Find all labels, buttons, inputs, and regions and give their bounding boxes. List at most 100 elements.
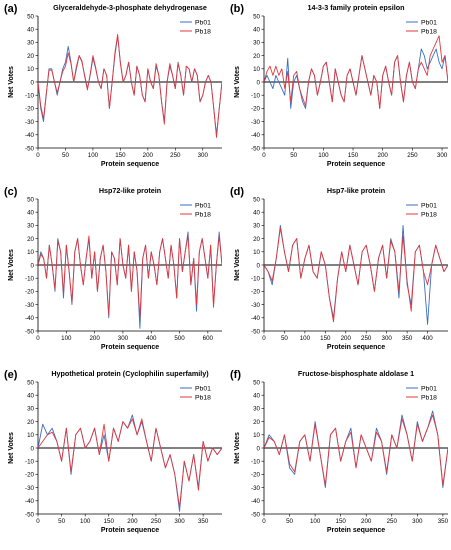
chart-panel-4: (d) Hsp7-like protein -50 -40 -30 -20 -10 0 10 20… bbox=[230, 186, 448, 351]
x-tick-label: 50 bbox=[290, 152, 297, 159]
chart-panel-5: (e) Hypothetical protein (Cyclophilin sup… bbox=[4, 369, 222, 534]
chart-title: Hsp72-like protein bbox=[99, 186, 161, 195]
series-line-pb18 bbox=[38, 418, 222, 508]
y-tick-label: 40 bbox=[253, 393, 260, 400]
panel-letter: (c) bbox=[4, 186, 18, 198]
y-tick-label: 20 bbox=[27, 236, 34, 243]
x-tick-label: 200 bbox=[341, 335, 352, 342]
y-tick-label: 40 bbox=[27, 27, 34, 34]
chart-title: Hypothetical protein (Cyclophilin superf… bbox=[51, 369, 209, 378]
x-tick-label: 300 bbox=[437, 152, 448, 159]
y-tick-label: -30 bbox=[25, 302, 35, 309]
x-tick-label: 350 bbox=[198, 518, 209, 525]
y-tick-label: -30 bbox=[25, 119, 35, 126]
y-tick-label: 50 bbox=[253, 13, 260, 20]
legend-label-pb01: Pb01 bbox=[195, 19, 211, 26]
y-tick-label: -30 bbox=[251, 302, 261, 309]
chart-title: Glyceraldehyde-3-phosphate dehydrogenase bbox=[53, 3, 207, 12]
chart-panel-1: (a) Glyceraldehyde-3-phosphate dehydrogen… bbox=[4, 3, 222, 168]
y-tick-label: -30 bbox=[251, 485, 261, 492]
x-axis-label: Protein sequence bbox=[101, 161, 159, 168]
x-tick-label: 50 bbox=[286, 518, 293, 525]
y-tick-label: 40 bbox=[253, 210, 260, 217]
x-tick-label: 0 bbox=[36, 335, 40, 342]
x-tick-label: 200 bbox=[143, 152, 154, 159]
chart-panels: (a) Glyceraldehyde-3-phosphate dehydrogen… bbox=[4, 3, 449, 534]
x-tick-label: 100 bbox=[61, 335, 72, 342]
x-tick-label: 50 bbox=[281, 335, 288, 342]
y-tick-label: -50 bbox=[251, 511, 261, 518]
series-line-pb18 bbox=[264, 227, 448, 323]
y-tick-label: 20 bbox=[253, 53, 260, 60]
legend-label-pb18: Pb18 bbox=[195, 211, 211, 218]
y-tick-label: 30 bbox=[27, 40, 34, 47]
x-tick-label: 300 bbox=[174, 518, 185, 525]
x-tick-label: 250 bbox=[151, 518, 162, 525]
chart-panel-6: (f) Fructose-bisphosphate aldolase 1 -50 -4… bbox=[230, 369, 449, 534]
chart-title: Hsp7-like protein bbox=[327, 186, 385, 195]
x-tick-label: 300 bbox=[382, 335, 393, 342]
y-tick-label: 10 bbox=[27, 66, 34, 73]
chart-panel-3: (c) Hsp72-like protein -50 -40 -30 -20 -10 0 10 2… bbox=[4, 186, 222, 351]
y-tick-label: 20 bbox=[253, 236, 260, 243]
legend-label-pb18: Pb18 bbox=[195, 28, 211, 35]
x-tick-label: 300 bbox=[412, 518, 423, 525]
y-tick-label: -20 bbox=[251, 106, 261, 113]
y-tick-label: 10 bbox=[253, 66, 260, 73]
x-tick-label: 350 bbox=[402, 335, 413, 342]
y-tick-label: -40 bbox=[25, 315, 35, 322]
y-tick-label: -20 bbox=[25, 289, 35, 296]
y-tick-label: 0 bbox=[257, 262, 261, 269]
panel-letter: (a) bbox=[4, 3, 18, 15]
y-tick-label: -10 bbox=[251, 276, 261, 283]
x-tick-label: 500 bbox=[174, 335, 185, 342]
x-tick-label: 50 bbox=[58, 518, 65, 525]
x-tick-label: 250 bbox=[387, 518, 398, 525]
y-tick-label: -10 bbox=[25, 93, 35, 100]
chart-title: Fructose-bisphosphate aldolase 1 bbox=[298, 369, 414, 378]
y-axis-label: Net Votes bbox=[234, 66, 241, 98]
x-tick-label: 150 bbox=[320, 335, 331, 342]
series-line-pb01 bbox=[38, 35, 222, 136]
legend-label-pb18: Pb18 bbox=[195, 394, 211, 401]
y-tick-label: 0 bbox=[31, 79, 35, 86]
x-tick-label: 600 bbox=[203, 335, 214, 342]
x-tick-label: 0 bbox=[262, 335, 266, 342]
y-tick-label: 50 bbox=[253, 379, 260, 386]
y-tick-label: -40 bbox=[25, 498, 35, 505]
x-axis-label: Protein sequence bbox=[327, 527, 385, 534]
series-line-pb18 bbox=[38, 34, 222, 138]
y-tick-label: 10 bbox=[253, 249, 260, 256]
y-tick-label: 50 bbox=[27, 13, 34, 20]
x-tick-label: 200 bbox=[127, 518, 138, 525]
x-tick-label: 250 bbox=[407, 152, 418, 159]
x-tick-label: 400 bbox=[422, 335, 433, 342]
chart-panel-2: (b) 14-3-3 family protein epsilon -50 -40 -3… bbox=[230, 3, 448, 168]
y-tick-label: 10 bbox=[253, 432, 260, 439]
panel-letter: (b) bbox=[230, 3, 244, 15]
y-tick-label: 40 bbox=[253, 27, 260, 34]
y-tick-label: -30 bbox=[251, 119, 261, 126]
y-tick-label: 50 bbox=[27, 379, 34, 386]
x-axis-label: Protein sequence bbox=[101, 344, 159, 351]
legend-label-pb01: Pb01 bbox=[421, 19, 437, 26]
y-tick-label: -10 bbox=[25, 459, 35, 466]
y-tick-label: -20 bbox=[25, 472, 35, 479]
x-tick-label: 300 bbox=[198, 152, 209, 159]
panel-letter: (d) bbox=[230, 186, 244, 198]
y-tick-label: -40 bbox=[25, 132, 35, 139]
x-tick-label: 100 bbox=[310, 518, 321, 525]
x-tick-label: 200 bbox=[89, 335, 100, 342]
y-tick-label: 50 bbox=[27, 196, 34, 203]
y-tick-label: 30 bbox=[27, 406, 34, 413]
legend-label-pb18: Pb18 bbox=[421, 211, 437, 218]
legend-label-pb01: Pb01 bbox=[195, 202, 211, 209]
x-tick-label: 0 bbox=[36, 518, 40, 525]
x-tick-label: 150 bbox=[348, 152, 359, 159]
legend-label-pb01: Pb01 bbox=[421, 202, 437, 209]
chart-title: 14-3-3 family protein epsilon bbox=[307, 3, 404, 12]
y-tick-label: -50 bbox=[251, 145, 261, 152]
series-line-pb01 bbox=[38, 231, 222, 329]
x-tick-label: 100 bbox=[318, 152, 329, 159]
